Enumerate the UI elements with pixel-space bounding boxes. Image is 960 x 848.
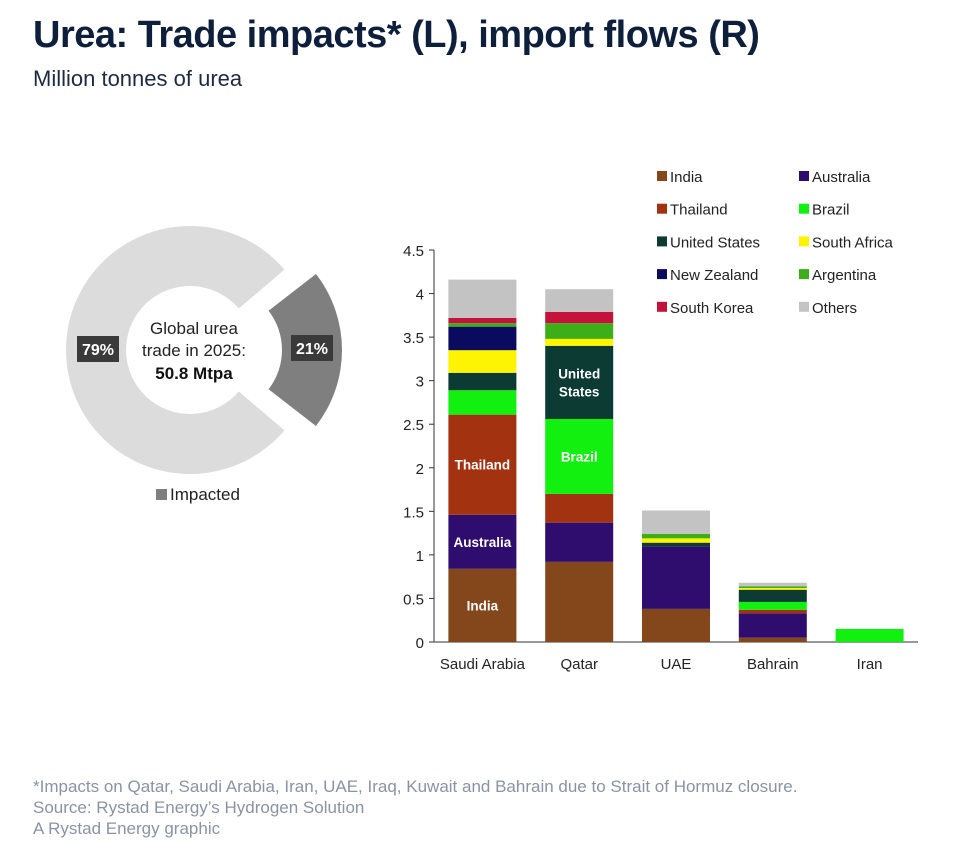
legend-label-argentina: Argentina [812, 267, 877, 284]
legend-label-india: India [670, 169, 703, 186]
bar-bahrain-south-africa [738, 587, 807, 590]
data-label-saudi-arabia-australia: Australia [454, 535, 512, 550]
bar-qatar-australia [545, 522, 614, 562]
donut-label-remaining: 79% [82, 342, 114, 359]
bar-saudi-arabia-brazil [448, 390, 517, 415]
data-label-saudi-arabia-india: India [467, 598, 499, 613]
legend-label-south-africa: South Africa [812, 234, 894, 251]
legend-swatch-australia [799, 171, 809, 181]
y-tick-label: 2.5 [403, 417, 424, 434]
donut-label-remaining-bg [77, 336, 119, 362]
bar-bahrain-india [738, 637, 807, 642]
bar-bahrain-brazil [738, 601, 807, 610]
bar-saudi-arabia-others [448, 279, 517, 318]
footnotes: *Impacts on Qatar, Saudi Arabia, Iran, U… [33, 776, 797, 839]
bar-bahrain-australia [738, 613, 807, 638]
y-tick-label: 3 [416, 374, 424, 391]
legend-label-thailand: Thailand [670, 202, 728, 219]
x-tick-label: Bahrain [747, 656, 799, 673]
legend-label-others: Others [812, 300, 857, 317]
bar-saudi-arabia-india [448, 568, 517, 642]
footnote-source: Source: Rystad Energy’s Hydrogen Solutio… [33, 798, 365, 817]
donut-slice-remaining [65, 225, 285, 474]
legend-swatch-others [799, 301, 809, 312]
bar-saudi-arabia-united-states [448, 372, 517, 391]
chart-title: Urea: Trade impacts* (L), import flows (… [33, 14, 760, 56]
donut-chart: 79% 21% Global urea trade in 2025: 50.8 Mtpa… [65, 225, 343, 504]
x-tick-label: Saudi Arabia [440, 656, 526, 673]
donut-legend-swatch [156, 489, 167, 500]
bar-uae-united-states [642, 542, 710, 547]
bar-uae-india [642, 608, 710, 642]
data-label-qatar-united-states: United States [558, 366, 600, 399]
bar-qatar-others [545, 289, 614, 312]
y-tick-label: 0 [416, 635, 424, 652]
bar-uae-argentina [642, 533, 710, 539]
y-tick-label: 1.5 [403, 504, 424, 521]
y-tick-label: 4.5 [403, 243, 424, 260]
y-tick-label: 1 [416, 548, 424, 565]
bar-qatar-south-africa [545, 338, 614, 346]
stacked-bar-chart: 0 0.5 1 1.5 2 2.5 3 3.5 4 4.5 India Australia Thaila… [403, 243, 918, 673]
donut-center-line1: Global urea [150, 319, 238, 338]
legend-label-south-korea: South Korea [670, 300, 754, 317]
bar-qatar-argentina [545, 323, 614, 339]
bar-uae-others [642, 510, 710, 534]
legend-swatch-india [657, 171, 667, 181]
bar-qatar-thailand [545, 493, 614, 523]
donut-legend-label: Impacted [170, 485, 240, 504]
x-tick-label: UAE [661, 656, 692, 673]
bar-saudi-arabia-south-korea [448, 317, 517, 324]
x-tick-label: Iran [857, 656, 883, 673]
bar-saudi-arabia-new-zealand [448, 326, 517, 351]
bar-uae-australia [642, 546, 710, 609]
legend-swatch-south-korea [657, 301, 667, 312]
bar-iran-brazil [835, 628, 904, 642]
footnote-credit: A Rystad Energy graphic [33, 819, 221, 838]
x-tick-label: Qatar [560, 656, 598, 673]
donut-center-value: 50.8 Mtpa [155, 364, 233, 383]
data-label-qatar-brazil: Brazil [561, 449, 598, 464]
bar-legend: India Australia Thailand Brazil United State… [657, 169, 894, 317]
y-tick-label: 0.5 [403, 591, 424, 608]
bar-bahrain-thailand [738, 609, 807, 614]
bar-bahrain-argentina [738, 586, 807, 588]
bar-saudi-arabia-thailand [448, 414, 517, 515]
legend-label-new-zealand: New Zealand [670, 267, 758, 284]
footnote-note: *Impacts on Qatar, Saudi Arabia, Iran, U… [33, 777, 798, 796]
bar-bahrain-others [738, 582, 807, 587]
bar-qatar-south-korea [545, 311, 614, 324]
y-tick-label: 4 [416, 287, 424, 304]
y-tick-label: 3.5 [403, 330, 424, 347]
bar-uae-south-africa [642, 538, 710, 543]
legend-swatch-brazil [799, 203, 809, 214]
legend-label-brazil: Brazil [812, 202, 850, 219]
chart-subtitle: Million tonnes of urea [33, 66, 243, 91]
legend-label-australia: Australia [812, 169, 871, 186]
legend-swatch-argentina [799, 269, 809, 280]
bar-saudi-arabia-australia [448, 514, 517, 569]
legend-swatch-united-states [657, 236, 667, 247]
bar-qatar-brazil [545, 418, 614, 494]
donut-label-impacted-bg [291, 335, 333, 361]
legend-label-united-states: United States [670, 234, 760, 251]
legend-swatch-thailand [657, 203, 667, 214]
bar-saudi-arabia-argentina [448, 323, 517, 327]
donut-center-line2: trade in 2025: [142, 341, 246, 360]
bar-bahrain-united-states [738, 589, 807, 602]
bar-qatar-united-states [545, 345, 614, 419]
legend-swatch-south-africa [799, 236, 809, 247]
data-label-saudi-arabia-thailand: Thailand [455, 458, 511, 473]
donut-label-impacted: 21% [296, 341, 328, 358]
bar-saudi-arabia-south-africa [448, 350, 517, 373]
bar-qatar-india [545, 561, 614, 642]
y-tick-label: 2 [416, 461, 424, 478]
legend-swatch-new-zealand [657, 269, 667, 280]
